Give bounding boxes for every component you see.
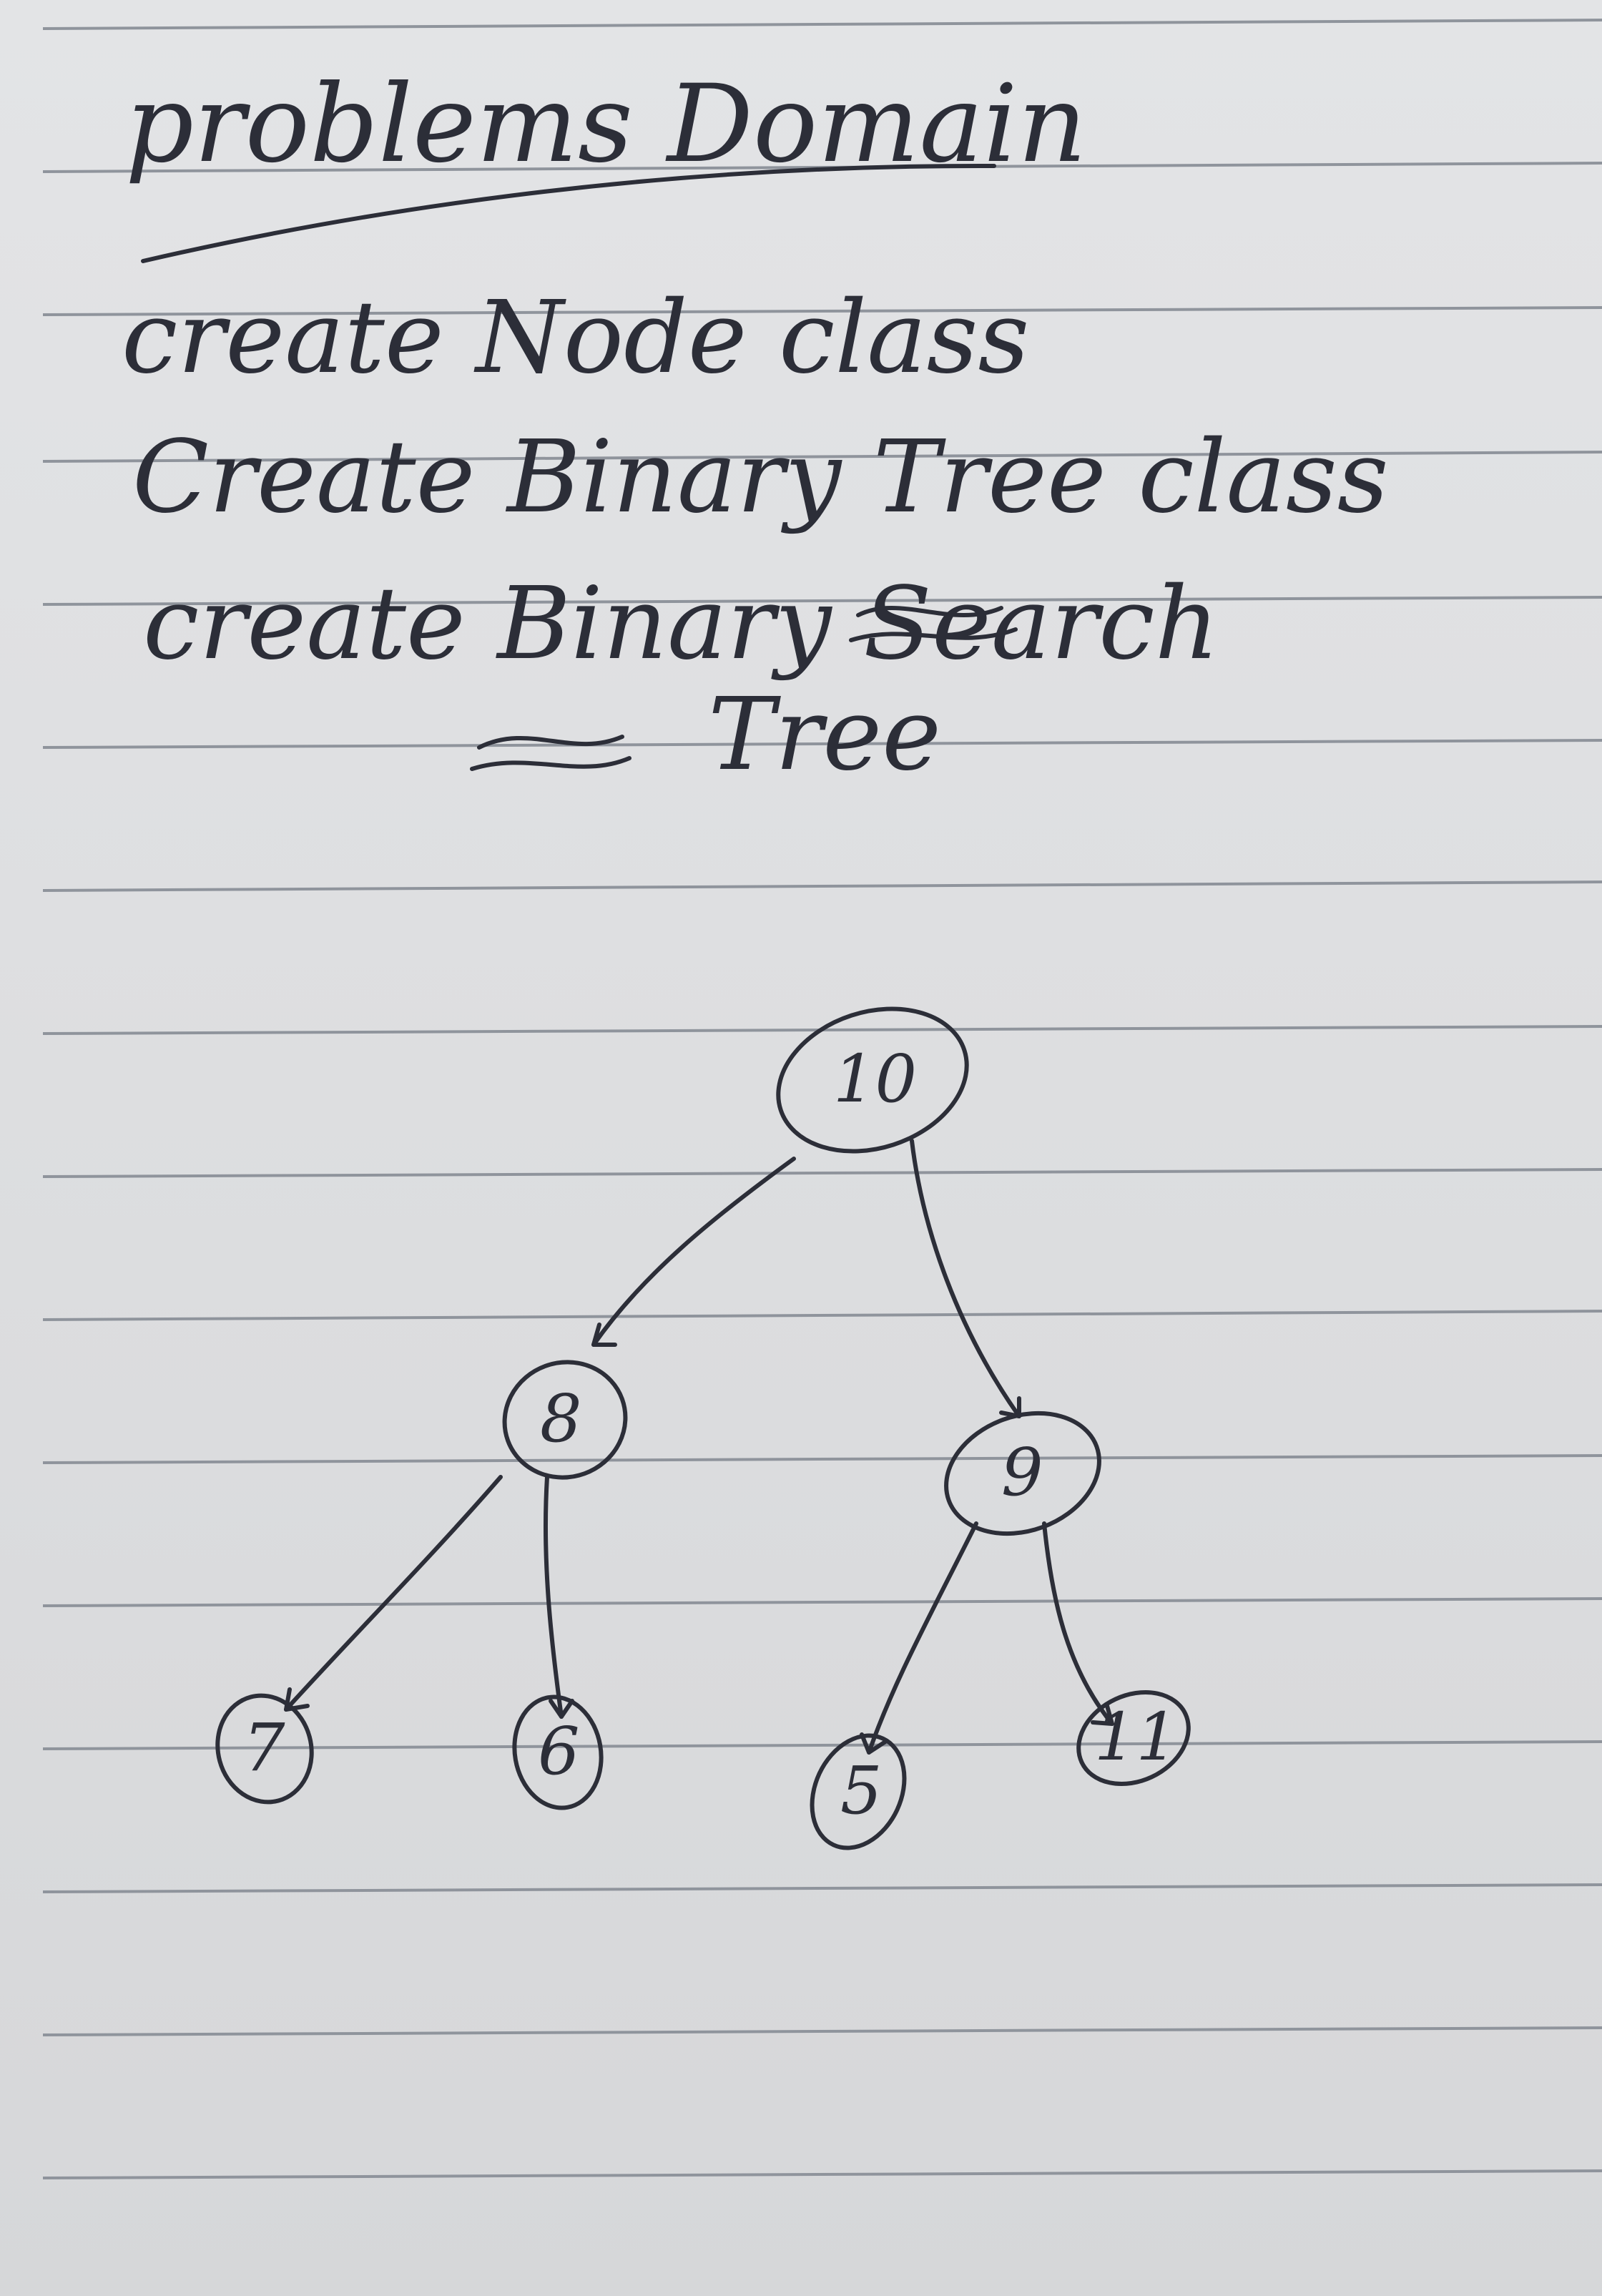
edge-9-5 <box>867 1521 978 1755</box>
heading-underline <box>141 163 996 263</box>
arrowhead-8 <box>591 1323 617 1347</box>
ruled-lines <box>42 19 1602 2179</box>
edge-10-9 <box>910 1139 1021 1418</box>
svg-text:8: 8 <box>540 1380 582 1457</box>
task-create-node-class: create Node class <box>122 280 1029 396</box>
task-tree-continuation: Tree <box>708 677 941 793</box>
edge-8-6 <box>543 1475 564 1719</box>
tree-leaf-1: 7 <box>215 1693 314 1805</box>
edge-10-8 <box>591 1157 796 1347</box>
strikethrough-scribble <box>849 606 1018 642</box>
strikethrough-scribble-2 <box>470 735 632 771</box>
tree-leaf-4: 11 <box>1076 1689 1191 1787</box>
edge-8-7 <box>284 1475 503 1712</box>
arrowhead-11 <box>1091 1704 1114 1726</box>
svg-text:5: 5 <box>840 1752 883 1829</box>
tree-node-left: 8 <box>502 1360 628 1480</box>
task-create-binary-tree-class: Create Binary Tree class <box>132 419 1389 536</box>
handwritten-notes: problems Domain create Node class Create… <box>122 62 1389 793</box>
binary-tree-diagram: 10 8 9 7 6 5 1 <box>215 1006 1191 1850</box>
svg-text:9: 9 <box>1001 1434 1043 1511</box>
tree-leaf-3: 5 <box>810 1733 907 1850</box>
svg-text:7: 7 <box>243 1709 285 1786</box>
svg-text:6: 6 <box>538 1713 580 1790</box>
tree-leaf-2: 6 <box>512 1694 604 1810</box>
arrowhead-6 <box>549 1699 574 1719</box>
edge-9-11 <box>1042 1521 1114 1726</box>
svg-text:10: 10 <box>833 1041 917 1117</box>
svg-text:11: 11 <box>1094 1699 1178 1775</box>
tree-node-right: 9 <box>944 1411 1101 1536</box>
tree-node-root: 10 <box>776 1006 969 1154</box>
task-create-binary-search: create Binary Search <box>143 566 1219 682</box>
